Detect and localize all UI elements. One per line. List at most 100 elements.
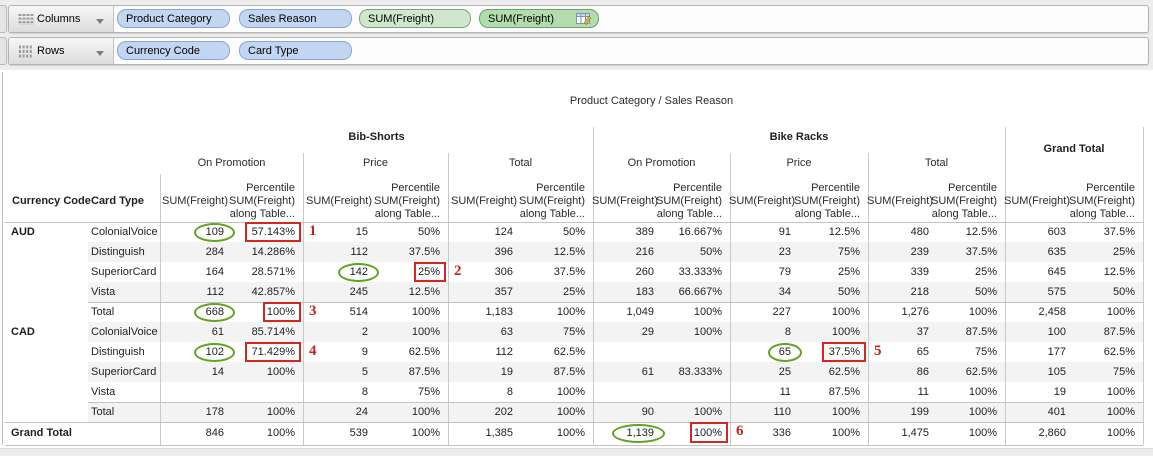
- cell-value[interactable]: 37.5%: [965, 246, 997, 258]
- subgroup-header[interactable]: On Promotion: [197, 157, 266, 169]
- cell-value[interactable]: 2,860: [1038, 427, 1066, 439]
- cell-value[interactable]: 5: [361, 366, 368, 378]
- cell-value[interactable]: 19: [500, 366, 513, 378]
- row-label-currency[interactable]: Grand Total: [11, 427, 72, 439]
- cell-value[interactable]: 50%: [562, 226, 585, 238]
- cell-value[interactable]: 100%: [266, 406, 295, 418]
- cell-value[interactable]: 37.5%: [828, 346, 860, 358]
- cell-value[interactable]: 164: [205, 266, 224, 278]
- rows-shelf[interactable]: Rows Currency Code Card Type: [8, 37, 1149, 65]
- cell-value[interactable]: 50%: [974, 286, 997, 298]
- cell-value[interactable]: 50%: [699, 246, 722, 258]
- cell-value[interactable]: 100%: [693, 306, 722, 318]
- cell-value[interactable]: 33.333%: [678, 266, 722, 278]
- subgroup-header[interactable]: Total: [924, 157, 949, 169]
- cell-value[interactable]: 25%: [417, 266, 440, 278]
- cell-value[interactable]: 100%: [266, 427, 295, 439]
- cell-value[interactable]: 75%: [974, 346, 997, 358]
- cell-value[interactable]: 389: [635, 226, 654, 238]
- cell-value[interactable]: 539: [349, 427, 368, 439]
- cell-value[interactable]: 110: [773, 406, 791, 418]
- column-group-header[interactable]: Bib-Shorts: [348, 131, 405, 143]
- cell-value[interactable]: 227: [772, 306, 791, 318]
- cell-value[interactable]: 16.667%: [678, 226, 722, 238]
- measure-header-percentile[interactable]: along Table...: [656, 208, 722, 220]
- measure-header-percentile[interactable]: along Table...: [519, 208, 585, 220]
- measure-header-percentile[interactable]: Percentile: [1086, 182, 1135, 194]
- measure-header-percentile[interactable]: SUM(Freight): [518, 195, 585, 207]
- row-label-cardtype[interactable]: Vista: [91, 386, 116, 398]
- cell-value[interactable]: 75%: [562, 326, 585, 338]
- measure-header-percentile[interactable]: SUM(Freight): [655, 195, 722, 207]
- pill-sum-freight-table-calc[interactable]: SUM(Freight): [479, 9, 599, 28]
- columns-shelf[interactable]: Columns Product Category Sales Reason SU…: [8, 5, 1149, 33]
- cell-value[interactable]: 100%: [556, 406, 585, 418]
- cell-value[interactable]: 514: [349, 306, 368, 318]
- subgroup-header[interactable]: On Promotion: [627, 157, 696, 169]
- cell-value[interactable]: 245: [349, 286, 368, 298]
- cell-value[interactable]: 50%: [837, 286, 860, 298]
- cell-value[interactable]: 306: [494, 266, 513, 278]
- column-group-header[interactable]: Bike Racks: [769, 131, 829, 143]
- cell-value[interactable]: 11: [917, 386, 929, 398]
- cell-value[interactable]: 90: [641, 406, 654, 418]
- cell-value[interactable]: 100%: [831, 427, 860, 439]
- cell-value[interactable]: 12.5%: [965, 226, 997, 238]
- measure-header-percentile[interactable]: Percentile: [948, 182, 997, 194]
- cell-value[interactable]: 260: [635, 266, 654, 278]
- pill-sales-reason[interactable]: Sales Reason: [239, 9, 352, 28]
- cell-value[interactable]: 37.5%: [553, 266, 585, 278]
- cell-value[interactable]: 284: [205, 246, 224, 258]
- cell-value[interactable]: 100%: [1106, 386, 1135, 398]
- row-field-label-card-type[interactable]: Card Type: [91, 195, 144, 207]
- cell-value[interactable]: 105: [1047, 366, 1066, 378]
- row-label-cardtype[interactable]: SuperiorCard: [91, 266, 157, 278]
- measure-header-percentile[interactable]: Percentile: [673, 182, 722, 194]
- measure-header-percentile[interactable]: along Table...: [229, 208, 295, 220]
- cell-value[interactable]: 100%: [411, 306, 440, 318]
- measure-header-percentile[interactable]: SUM(Freight): [228, 195, 295, 207]
- measure-header-sum[interactable]: SUM(Freight): [1003, 195, 1070, 207]
- cell-value[interactable]: 1,385: [485, 427, 513, 439]
- cell-value[interactable]: 63: [500, 326, 513, 338]
- cell-value[interactable]: 100%: [693, 427, 722, 439]
- cell-value[interactable]: 87.5%: [965, 326, 997, 338]
- cell-value[interactable]: 28.571%: [251, 266, 295, 278]
- cell-value[interactable]: 24: [355, 406, 368, 418]
- cell-value[interactable]: 87.5%: [553, 366, 585, 378]
- cell-value[interactable]: 216: [635, 246, 654, 258]
- cell-value[interactable]: 75%: [417, 386, 440, 398]
- cell-value[interactable]: 124: [494, 226, 513, 238]
- cell-value[interactable]: 183: [635, 286, 654, 298]
- cell-value[interactable]: 87.5%: [828, 386, 860, 398]
- cell-value[interactable]: 336: [772, 427, 791, 439]
- cell-value[interactable]: 100%: [411, 406, 440, 418]
- row-field-label-currency-code[interactable]: Currency Code: [12, 195, 91, 207]
- pill-product-category[interactable]: Product Category: [117, 9, 230, 28]
- measure-header-percentile[interactable]: along Table...: [931, 208, 997, 220]
- cell-value[interactable]: 61: [211, 326, 224, 338]
- cell-value[interactable]: 112: [495, 346, 513, 358]
- cell-value[interactable]: 66.667%: [678, 286, 722, 298]
- subgroup-header[interactable]: Total: [508, 157, 533, 169]
- cell-value[interactable]: 15: [355, 226, 368, 238]
- cell-value[interactable]: 100%: [693, 326, 722, 338]
- cell-value[interactable]: 1,276: [901, 306, 929, 318]
- row-label-cardtype[interactable]: Distinguish: [91, 246, 145, 258]
- cell-value[interactable]: 12.5%: [1103, 266, 1135, 278]
- pill-sum-freight[interactable]: SUM(Freight): [359, 9, 471, 28]
- cell-value[interactable]: 1,475: [901, 427, 929, 439]
- column-group-header[interactable]: Grand Total: [1043, 143, 1105, 155]
- cell-value[interactable]: 218: [910, 286, 929, 298]
- row-label-cardtype[interactable]: Total: [91, 406, 115, 418]
- cell-value[interactable]: 846: [205, 427, 224, 439]
- cell-value[interactable]: 42.857%: [251, 286, 295, 298]
- cell-value[interactable]: 396: [494, 246, 513, 258]
- cell-value[interactable]: 23: [778, 246, 791, 258]
- measure-header-percentile[interactable]: Percentile: [246, 182, 295, 194]
- cell-value[interactable]: 100%: [1106, 306, 1135, 318]
- measure-header-percentile[interactable]: Percentile: [536, 182, 585, 194]
- measure-header-sum[interactable]: SUM(Freight): [161, 195, 228, 207]
- cell-value[interactable]: 87.5%: [408, 366, 440, 378]
- cell-value[interactable]: 25%: [974, 266, 997, 278]
